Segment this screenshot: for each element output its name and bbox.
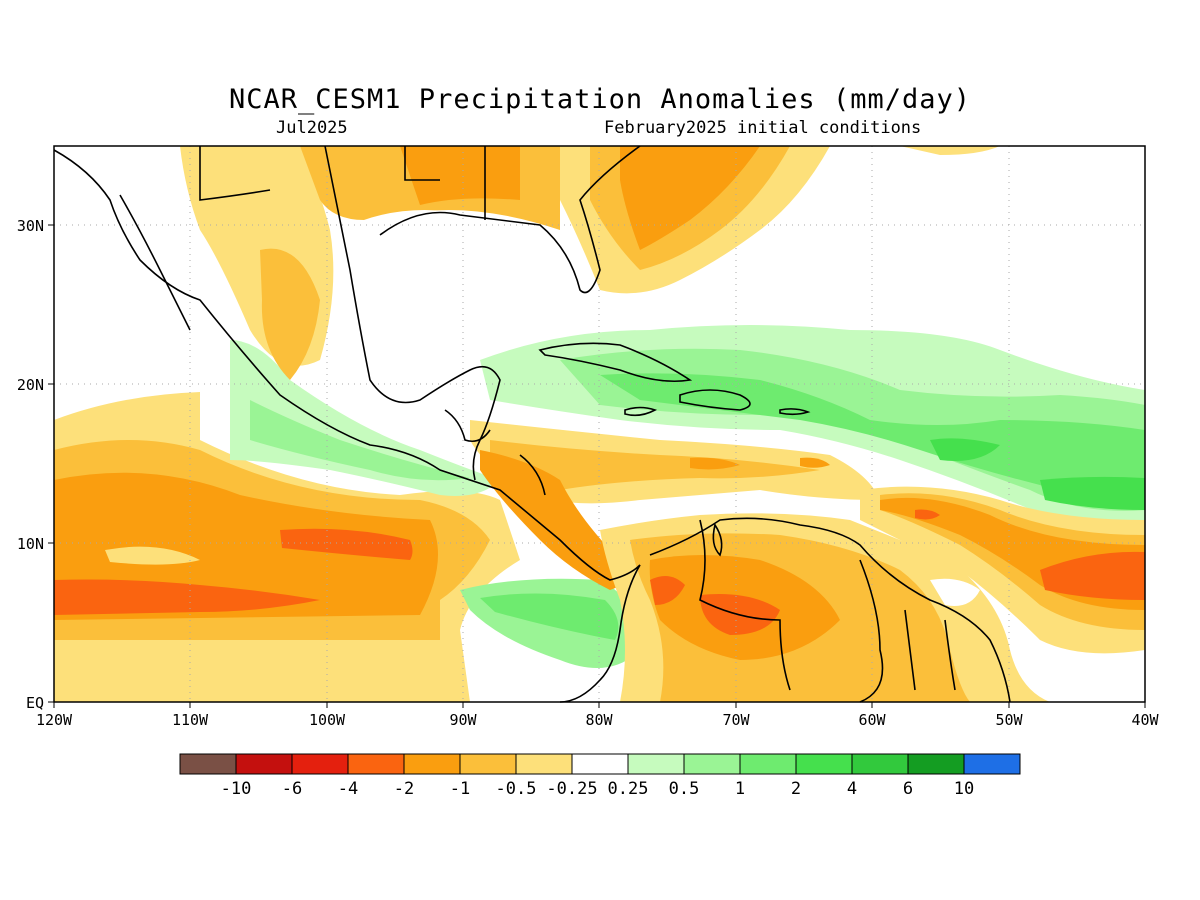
lat-label-20n: 20N — [17, 376, 44, 394]
pacific-dry-max-2 — [280, 528, 413, 560]
lon-label-80w: 80W — [585, 711, 613, 729]
anomaly-field — [54, 146, 1145, 702]
colorbar-box-8 — [627, 753, 685, 775]
lon-label-120w: 120W — [36, 711, 73, 729]
lat-label-30n: 30N — [17, 217, 44, 235]
gulf-white — [340, 210, 560, 368]
isthmus-dry — [480, 450, 628, 590]
pacific-white-patch — [105, 546, 200, 565]
lon-label-100w: 100W — [309, 711, 346, 729]
colorbar-label-2: -4 — [338, 779, 358, 799]
colorbar-box-7 — [571, 753, 629, 775]
colorbar-box-6 — [515, 753, 573, 775]
map-title: NCAR_CESM1 Precipitation Anomalies (mm/d… — [229, 84, 971, 115]
atlantic-coast-dry-core — [620, 146, 760, 250]
caribbean-wet-core — [600, 373, 1145, 501]
colorbar-label-9: 1 — [735, 779, 745, 799]
colorbar-label-12: 6 — [903, 779, 913, 799]
samerica-dry-max-2 — [650, 576, 685, 605]
colorbar-label-5: -0.5 — [496, 779, 537, 799]
target-month-label: Jul2025 — [276, 118, 348, 138]
colorbar-label-11: 4 — [847, 779, 857, 799]
east-atlantic-dry-max-2 — [915, 509, 940, 520]
lat-labels: EQ 10N 20N 30N — [17, 217, 44, 712]
colorbar: -10 -6 -4 -2 -1 -0.5 -0.25 0.25 0.5 1 2 … — [179, 753, 1021, 799]
colorbar-label-3: -2 — [394, 779, 414, 799]
colorbar-box-12 — [851, 753, 909, 775]
pacific-dry-max — [54, 579, 320, 615]
lon-labels: 120W 110W 100W 90W 80W 70W 60W 50W 40W — [36, 711, 1160, 729]
colorbar-box-11 — [795, 753, 853, 775]
coastlines — [53, 145, 1011, 703]
colorbar-box-1 — [235, 753, 293, 775]
colorbar-label-10: 2 — [791, 779, 801, 799]
colorbar-box-3 — [347, 753, 405, 775]
colorbar-box-5 — [459, 753, 517, 775]
mexico-coast-wet — [230, 340, 500, 496]
lon-label-60w: 60W — [858, 711, 886, 729]
central-am-dry-core — [690, 457, 740, 470]
lon-label-40w: 40W — [1131, 711, 1159, 729]
colorbar-box-2 — [291, 753, 349, 775]
colorbar-box-9 — [683, 753, 741, 775]
colorbar-box-14 — [963, 753, 1021, 775]
colorbar-label-13: 10 — [954, 779, 974, 799]
eastpac-wet-core — [480, 593, 619, 640]
lon-label-90w: 90W — [449, 711, 477, 729]
lat-label-10n: 10N — [17, 535, 44, 553]
east-atlantic-dry-max — [1040, 551, 1145, 600]
colorbar-box-4 — [403, 753, 461, 775]
mexico-coast-wet-core — [250, 400, 470, 481]
colorbar-label-6: -0.25 — [546, 779, 597, 799]
atlantic-wet-max — [1040, 476, 1145, 510]
tick-marks — [48, 224, 1146, 708]
lon-label-70w: 70W — [722, 711, 750, 729]
colorbar-label-0: -10 — [221, 779, 252, 799]
colorbar-box-0 — [179, 753, 237, 775]
gulf-north-dry-core — [400, 146, 520, 205]
central-am-dry-mid — [490, 440, 820, 490]
lon-label-50w: 50W — [995, 711, 1023, 729]
mexico-dry-core — [260, 248, 320, 380]
colorbar-label-4: -1 — [450, 779, 470, 799]
lon-label-110w: 110W — [172, 711, 209, 729]
colorbar-label-1: -6 — [282, 779, 302, 799]
colorbar-box-13 — [907, 753, 965, 775]
colorbar-label-7: 0.25 — [608, 779, 649, 799]
caribbean-wet-max — [930, 438, 1000, 461]
lat-label-eq: EQ — [26, 694, 44, 712]
initial-conditions-label: February2025 initial conditions — [604, 118, 922, 138]
colorbar-label-8: 0.5 — [669, 779, 700, 799]
colorbar-box-10 — [739, 753, 797, 775]
guianas-white — [930, 578, 980, 606]
atlantic-ne-dry — [900, 146, 1000, 155]
central-am-dry-core-2 — [800, 457, 830, 468]
